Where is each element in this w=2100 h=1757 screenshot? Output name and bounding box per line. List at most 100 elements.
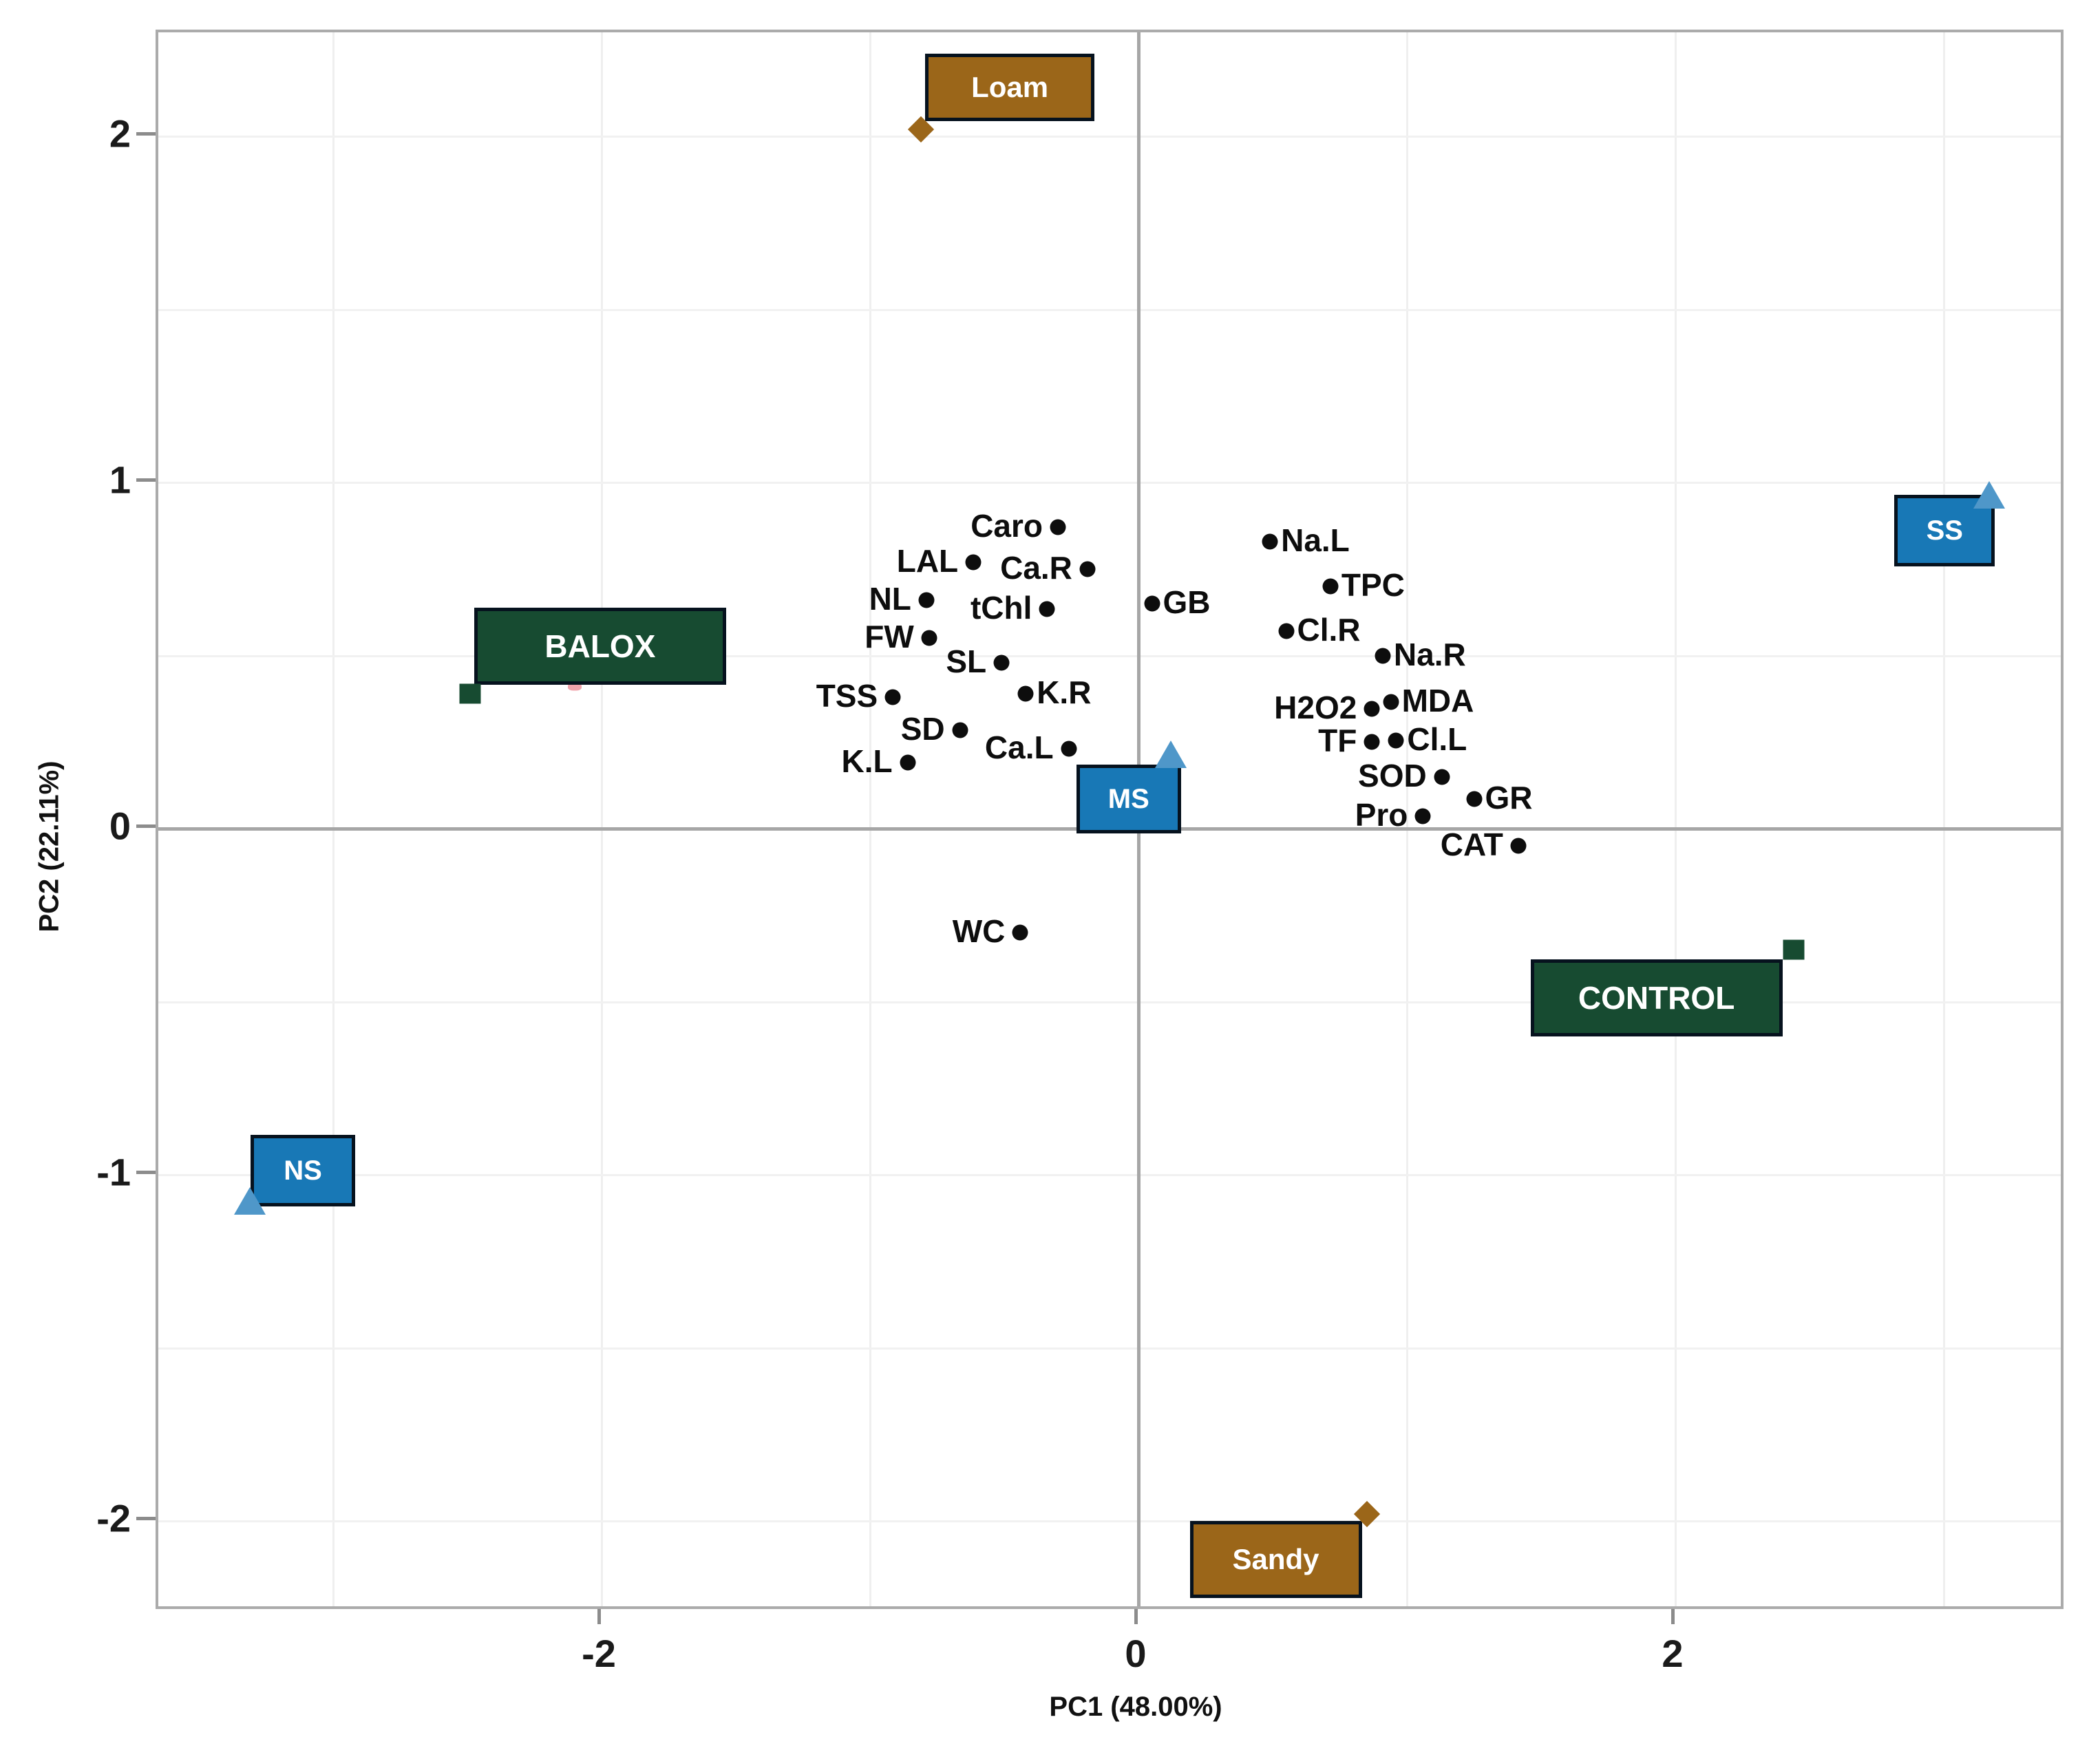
y-axis-tick-label: 2 [109,111,131,156]
data-point-dot [1414,808,1431,824]
point-label-tpc: TPC [1341,566,1405,603]
data-point-dot [1050,519,1066,535]
point-label-nl: NL [869,580,911,617]
gridline-horizontal [158,1520,2061,1522]
y-axis-tick-mark [136,132,156,136]
y-axis-tick-mark [136,1171,156,1174]
label-box-ms: MS [1076,765,1181,834]
label-box-text: MS [1107,783,1149,814]
data-point-dot [1012,924,1028,941]
point-label-cat: CAT [1440,826,1503,862]
gridline-horizontal [158,1174,2061,1176]
x-axis-tick-label: 2 [1662,1632,1684,1675]
point-label-ca-r: Ca.R [1000,549,1072,586]
x-axis-tick-mark [597,1609,601,1624]
point-label-pro: Pro [1355,797,1408,833]
label-box-balox: BALOX [474,607,726,685]
label-box-ns: NS [251,1135,356,1207]
data-point-dot [1510,838,1527,854]
gridline-vertical [1406,32,1408,1606]
data-point-dot [1039,601,1055,617]
gridline-vertical [332,32,335,1606]
data-point-dot [1061,741,1077,757]
label-box-text: BALOX [544,628,656,664]
hidden-marker-artifact [568,683,582,691]
label-box-loam: Loam [925,53,1095,121]
point-label-cl-r: Cl.R [1297,612,1361,648]
data-point-dot [1383,694,1399,710]
point-label-k-l: K.L [841,743,893,780]
point-label-tchl: tChl [970,589,1032,626]
label-box-text: NS [284,1155,322,1186]
data-point-dot [1017,685,1034,702]
data-point-dot [1364,701,1380,717]
point-label-na-l: Na.L [1281,522,1350,558]
x-axis-tick-mark [1134,1609,1138,1624]
point-label-na-r: Na.R [1393,636,1466,672]
y-axis-tick-mark [136,824,156,828]
data-point-dot [952,722,968,738]
point-label-k-r: K.R [1037,674,1092,710]
point-label-cl-l: Cl.L [1407,721,1467,757]
x-axis-title: PC1 (48.00%) [1049,1692,1222,1722]
data-point-dot [918,592,935,608]
x-axis-tick-label: -2 [582,1632,616,1675]
point-label-tss: TSS [816,677,878,714]
gridline-vertical [869,32,871,1606]
gridline-horizontal [158,1001,2061,1003]
gridline-horizontal [158,482,2061,484]
x-axis-tick-mark [1671,1609,1675,1624]
point-label-gr: GR [1485,780,1533,816]
salinity-marker-triangle [1154,741,1187,769]
salinity-marker-triangle [1973,481,2006,509]
treatment-marker-square [459,683,481,704]
gridline-horizontal [158,308,2061,311]
label-box-text: CONTROL [1578,980,1735,1016]
point-label-mda: MDA [1401,683,1474,719]
point-label-h2o2: H2O2 [1274,690,1357,726]
point-label-gb: GB [1163,584,1211,620]
gridline-vertical [1675,32,1677,1606]
y-axis-tick-mark [136,1517,156,1520]
label-box-text: Sandy [1232,1542,1319,1575]
data-point-dot [900,754,916,771]
data-point-dot [1322,578,1339,595]
gridline-vertical [1943,32,1945,1606]
data-point-dot [1466,791,1482,807]
data-point-dot [993,654,1010,671]
point-label-sl: SL [946,643,987,679]
gridline-horizontal [158,136,2061,138]
point-label-ca-l: Ca.L [984,730,1054,766]
data-point-dot [1079,561,1096,577]
point-label-sod: SOD [1358,757,1427,794]
label-box-text: Loam [971,70,1049,103]
y-axis-tick-label: 0 [109,804,131,848]
data-point-dot [1375,648,1391,663]
point-label-sd: SD [900,710,945,747]
y-axis-tick-label: -2 [96,1496,131,1540]
data-point-dot [1144,595,1160,612]
x-axis-tick-label: 0 [1125,1632,1147,1675]
data-point-dot [1434,769,1450,785]
data-point-dot [965,554,982,571]
point-label-wc: WC [952,913,1006,949]
point-label-caro: Caro [971,508,1043,544]
y-axis-tick-label: -1 [96,1150,131,1194]
label-box-control: CONTROL [1530,959,1783,1037]
data-point-dot [1262,533,1278,549]
salinity-marker-triangle [234,1187,266,1215]
data-point-dot [1278,623,1294,639]
label-box-sandy: Sandy [1189,1520,1362,1598]
treatment-marker-square [1783,939,1805,960]
gridline-horizontal [158,654,2061,657]
point-label-lal: LAL [896,542,959,579]
y-axis-tick-mark [136,478,156,482]
data-point-dot [884,689,901,705]
plot-area: Loam Sandy BALOX CONTROL NS MS SS Caro LAL Ca.R NL… [156,30,2064,1609]
y-axis-tick-label: 1 [109,458,131,502]
point-label-fw: FW [865,619,914,655]
gridline-horizontal [158,1347,2061,1350]
data-point-dot [1388,732,1404,749]
data-point-dot [1364,734,1380,750]
